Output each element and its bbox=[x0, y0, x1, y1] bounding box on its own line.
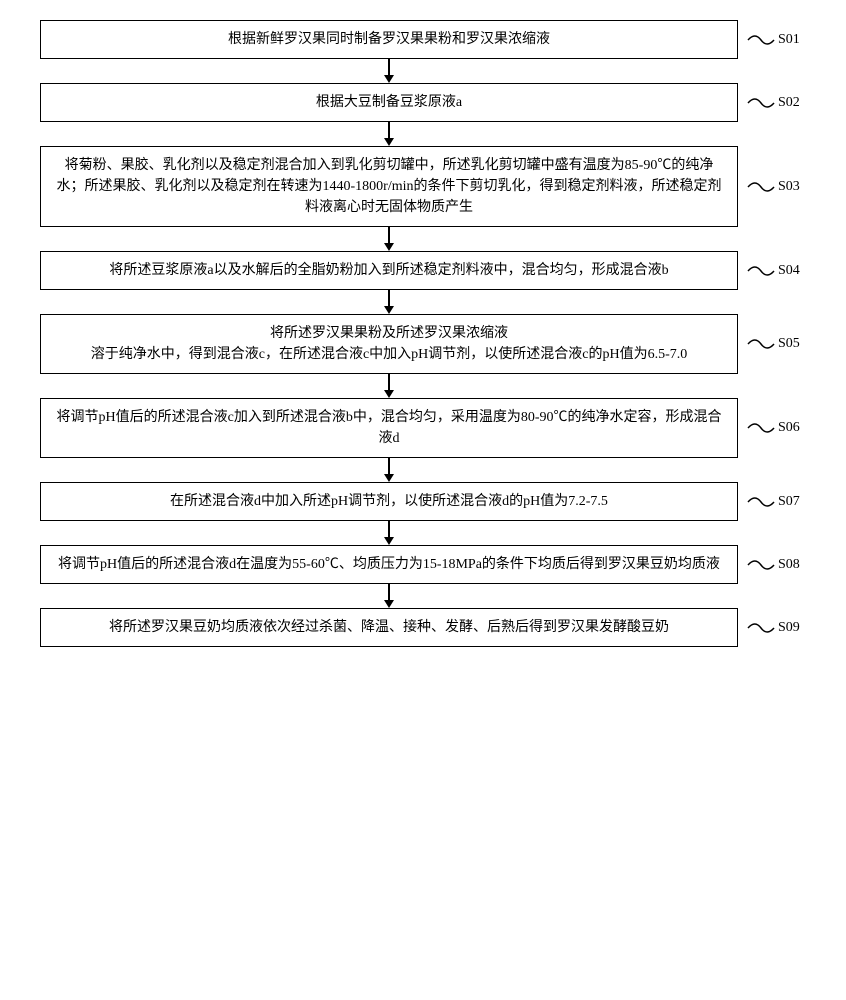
arrow-down-icon bbox=[384, 521, 394, 545]
step-box: 将所述罗汉果豆奶均质液依次经过杀菌、降温、接种、发酵、后熟后得到罗汉果发酵酸豆奶 bbox=[40, 608, 738, 647]
wave-connector-icon bbox=[746, 261, 776, 281]
step-label-wrap: S06 bbox=[746, 418, 806, 438]
step-label-wrap: S02 bbox=[746, 93, 806, 113]
arrow-down-icon bbox=[384, 290, 394, 314]
step-label-wrap: S05 bbox=[746, 334, 806, 354]
step-label: S09 bbox=[778, 620, 800, 636]
step-row: 将所述罗汉果豆奶均质液依次经过杀菌、降温、接种、发酵、后熟后得到罗汉果发酵酸豆奶… bbox=[40, 608, 806, 647]
flowchart-container: 根据新鲜罗汉果同时制备罗汉果果粉和罗汉果浓缩液 S01 根据大豆制备豆浆原液a S02… bbox=[40, 20, 806, 647]
step-box: 将调节pH值后的所述混合液c加入到所述混合液b中，混合均匀，采用温度为80-90… bbox=[40, 398, 738, 458]
step-row: 将菊粉、果胶、乳化剂以及稳定剂混合加入到乳化剪切罐中，所述乳化剪切罐中盛有温度为… bbox=[40, 146, 806, 227]
wave-connector-icon bbox=[746, 418, 776, 438]
step-label-wrap: S07 bbox=[746, 492, 806, 512]
arrow-down-icon bbox=[384, 374, 394, 398]
arrow-down-icon bbox=[384, 59, 394, 83]
step-label: S04 bbox=[778, 263, 800, 279]
arrow-down-icon bbox=[384, 458, 394, 482]
step-label: S07 bbox=[778, 494, 800, 510]
step-label: S03 bbox=[778, 179, 800, 195]
wave-connector-icon bbox=[746, 177, 776, 197]
step-label-wrap: S08 bbox=[746, 555, 806, 575]
step-box: 将所述罗汉果果粉及所述罗汉果浓缩液 溶于纯净水中，得到混合液c，在所述混合液c中… bbox=[40, 314, 738, 374]
step-box: 将调节pH值后的所述混合液d在温度为55-60℃、均质压力为15-18MPa的条… bbox=[40, 545, 738, 584]
step-label: S05 bbox=[778, 336, 800, 352]
step-row: 在所述混合液d中加入所述pH调节剂，以使所述混合液d的pH值为7.2-7.5 S0… bbox=[40, 482, 806, 521]
step-box: 根据大豆制备豆浆原液a bbox=[40, 83, 738, 122]
step-row: 将所述豆浆原液a以及水解后的全脂奶粉加入到所述稳定剂料液中，混合均匀，形成混合液… bbox=[40, 251, 806, 290]
step-box: 在所述混合液d中加入所述pH调节剂，以使所述混合液d的pH值为7.2-7.5 bbox=[40, 482, 738, 521]
step-label-wrap: S09 bbox=[746, 618, 806, 638]
step-label: S01 bbox=[778, 32, 800, 48]
step-row: 将调节pH值后的所述混合液c加入到所述混合液b中，混合均匀，采用温度为80-90… bbox=[40, 398, 806, 458]
wave-connector-icon bbox=[746, 334, 776, 354]
arrow-down-icon bbox=[384, 122, 394, 146]
step-label-wrap: S04 bbox=[746, 261, 806, 281]
arrow-down-icon bbox=[384, 584, 394, 608]
step-box: 将所述豆浆原液a以及水解后的全脂奶粉加入到所述稳定剂料液中，混合均匀，形成混合液… bbox=[40, 251, 738, 290]
step-box: 根据新鲜罗汉果同时制备罗汉果果粉和罗汉果浓缩液 bbox=[40, 20, 738, 59]
step-row: 将调节pH值后的所述混合液d在温度为55-60℃、均质压力为15-18MPa的条… bbox=[40, 545, 806, 584]
wave-connector-icon bbox=[746, 93, 776, 113]
step-row: 将所述罗汉果果粉及所述罗汉果浓缩液 溶于纯净水中，得到混合液c，在所述混合液c中… bbox=[40, 314, 806, 374]
arrow-down-icon bbox=[384, 227, 394, 251]
wave-connector-icon bbox=[746, 555, 776, 575]
wave-connector-icon bbox=[746, 492, 776, 512]
wave-connector-icon bbox=[746, 618, 776, 638]
step-label: S06 bbox=[778, 420, 800, 436]
step-label: S08 bbox=[778, 557, 800, 573]
step-label: S02 bbox=[778, 95, 800, 111]
step-label-wrap: S03 bbox=[746, 177, 806, 197]
step-row: 根据新鲜罗汉果同时制备罗汉果果粉和罗汉果浓缩液 S01 bbox=[40, 20, 806, 59]
step-box: 将菊粉、果胶、乳化剂以及稳定剂混合加入到乳化剪切罐中，所述乳化剪切罐中盛有温度为… bbox=[40, 146, 738, 227]
step-label-wrap: S01 bbox=[746, 30, 806, 50]
step-row: 根据大豆制备豆浆原液a S02 bbox=[40, 83, 806, 122]
wave-connector-icon bbox=[746, 30, 776, 50]
